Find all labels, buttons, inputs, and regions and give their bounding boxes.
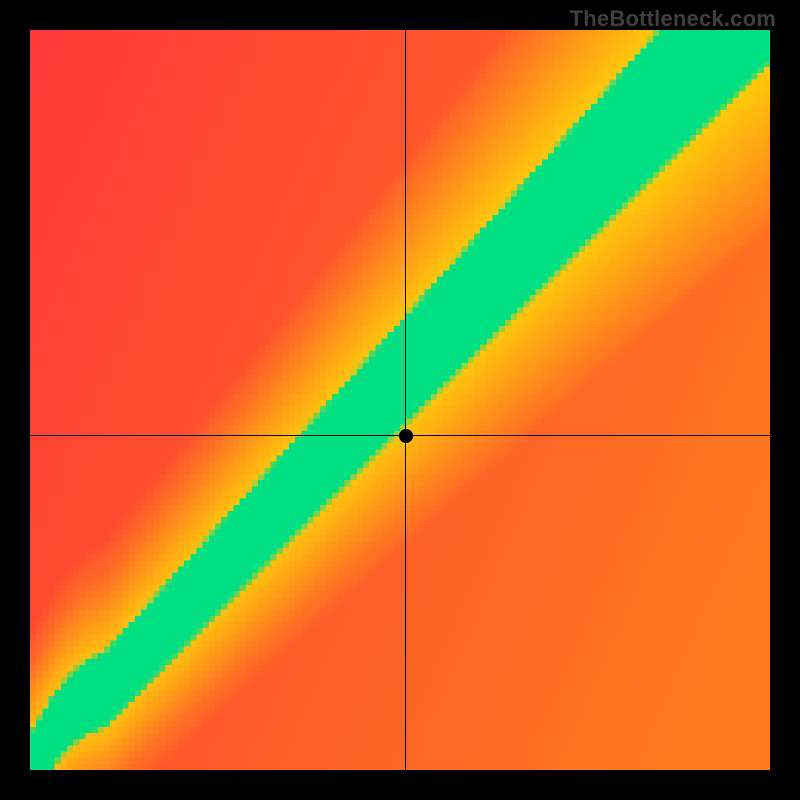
heatmap-canvas xyxy=(30,30,770,770)
watermark-text: TheBottleneck.com xyxy=(570,6,776,32)
crosshair-vertical xyxy=(405,30,406,770)
crosshair-marker xyxy=(399,429,413,443)
plot-area xyxy=(30,30,770,770)
